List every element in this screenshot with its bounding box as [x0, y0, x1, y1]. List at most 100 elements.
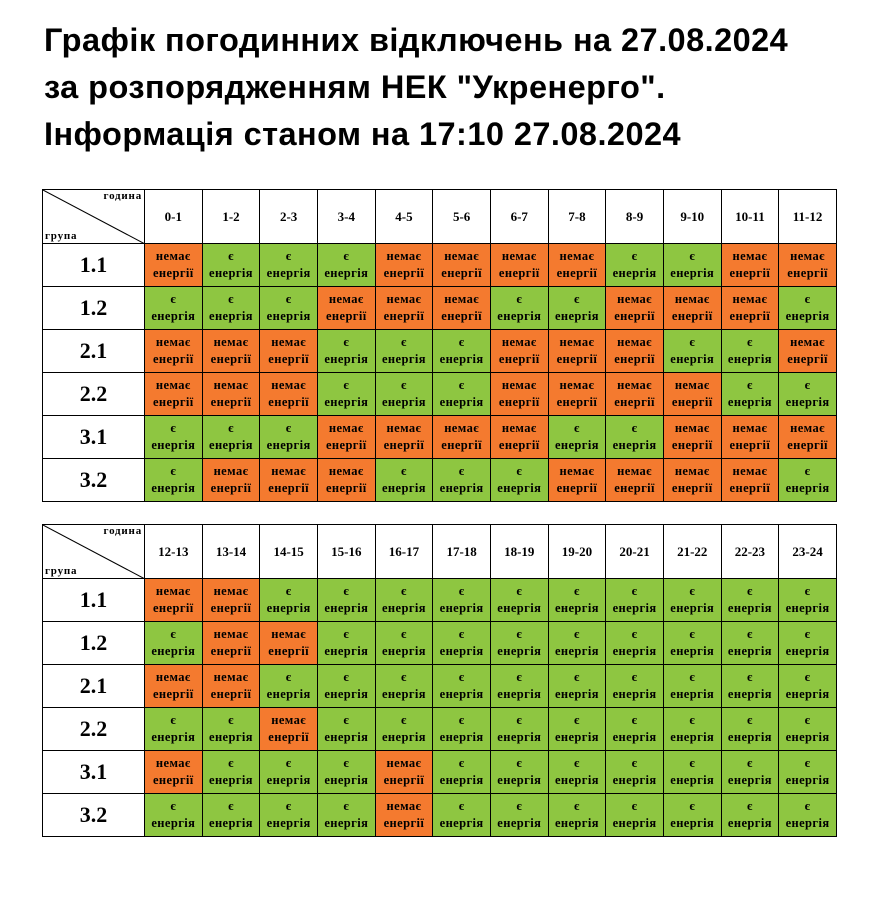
status-line-1: є [804, 378, 811, 392]
power-on-cell: є енергія [432, 458, 491, 502]
power-on-cell: є енергія [778, 458, 837, 502]
group-label: 3.2 [42, 458, 145, 502]
table-row: 2.1 немає енергії немає енергії є енергія є енер… [42, 664, 837, 708]
power-on-cell: є енергія [778, 750, 837, 794]
hour-column-header: 5-6 [432, 189, 491, 244]
status-line-1: немає [386, 799, 422, 813]
hour-column-header: 0-1 [144, 189, 203, 244]
status-line-1: є [746, 799, 753, 813]
status-line-2: енергія [209, 266, 253, 280]
status-line-2: енергії [671, 395, 713, 409]
status-line-1: є [228, 756, 234, 770]
status-line-1: немає [617, 378, 652, 392]
power-on-cell: є енергія [605, 793, 664, 837]
status-line-1: немає [790, 421, 825, 435]
power-off-cell: немає енергії [720, 415, 780, 459]
status-line-2: енергії [268, 481, 309, 495]
status-line-2: енергія [381, 730, 426, 744]
status-line-2: енергія [612, 816, 657, 830]
group-label: 1.1 [42, 578, 145, 622]
power-off-cell: немає енергії [605, 329, 664, 373]
status-line-1: немає [328, 421, 364, 435]
power-off-cell: немає енергії [547, 243, 607, 287]
status-line-2: енергії [152, 395, 194, 409]
status-line-1: є [516, 670, 523, 684]
power-off-cell: немає енергії [259, 621, 318, 665]
status-line-1: є [228, 799, 234, 813]
status-line-2: енергії [210, 481, 252, 495]
table-row: 2.2 немає енергії немає енергії немає енергії є… [42, 372, 837, 416]
status-line-2: енергії [210, 644, 252, 658]
power-off-cell: немає енергії [605, 458, 664, 502]
status-line-2: енергії [325, 309, 367, 323]
power-on-cell: є енергія [316, 329, 376, 373]
status-line-1: є [401, 464, 407, 478]
group-label: 2.1 [42, 664, 145, 708]
status-line-2: енергії [325, 481, 367, 495]
power-on-cell: є енергія [201, 707, 261, 751]
status-line-1: немає [674, 421, 710, 435]
power-on-cell: є енергія [605, 707, 664, 751]
status-line-2: енергії [729, 438, 771, 452]
power-on-cell: є енергія [489, 621, 549, 665]
status-line-2: енергія [727, 730, 772, 744]
power-on-cell: є енергія [489, 707, 549, 751]
status-line-2: енергія [785, 601, 830, 615]
status-line-1: є [458, 670, 465, 684]
status-line-1: немає [271, 627, 307, 641]
power-off-cell: немає енергії [144, 578, 203, 622]
status-line-2: енергії [614, 309, 655, 323]
power-off-cell: немає енергії [489, 415, 549, 459]
power-off-cell: немає енергії [547, 458, 607, 502]
power-on-cell: є енергія [778, 372, 837, 416]
status-line-2: енергія [497, 816, 542, 830]
hour-axis-label: година [103, 525, 142, 538]
status-line-2: енергія [151, 481, 196, 495]
status-line-1: є [516, 756, 523, 770]
status-line-1: немає [501, 378, 537, 392]
status-line-2: енергії [152, 601, 194, 615]
status-line-2: енергія [439, 352, 484, 366]
status-line-2: енергії [441, 309, 482, 323]
status-line-1: є [285, 670, 292, 684]
status-line-1: є [170, 713, 177, 727]
status-line-2: енергії [325, 438, 367, 452]
status-line-1: немає [328, 464, 364, 478]
status-line-1: немає [155, 584, 191, 598]
status-line-1: є [343, 378, 350, 392]
status-line-2: енергія [266, 687, 311, 701]
status-line-2: енергії [268, 644, 309, 658]
hour-axis-label: година [103, 190, 142, 203]
status-line-1: є [343, 627, 350, 641]
status-line-2: енергія [497, 601, 542, 615]
status-line-1: немає [444, 421, 480, 435]
status-line-2: енергія [785, 816, 830, 830]
power-on-cell: є енергія [662, 793, 722, 837]
status-line-1: є [631, 756, 638, 770]
power-on-cell: є енергія [605, 415, 664, 459]
status-line-1: немає [213, 670, 249, 684]
power-off-cell: немає енергії [374, 286, 434, 330]
status-line-1: є [228, 292, 234, 306]
power-on-cell: є енергія [662, 243, 722, 287]
status-line-2: енергія [612, 601, 657, 615]
power-off-cell: немає енергії [201, 664, 261, 708]
status-line-2: енергії [671, 438, 713, 452]
hour-column-header: 17-18 [432, 524, 491, 579]
status-line-1: немає [617, 464, 652, 478]
power-on-cell: є енергія [605, 621, 664, 665]
status-line-2: енергія [324, 773, 369, 787]
status-line-2: енергія [151, 309, 196, 323]
status-line-1: є [401, 713, 407, 727]
power-on-cell: є енергія [489, 664, 549, 708]
status-line-1: є [458, 464, 465, 478]
status-line-2: енергії [556, 352, 598, 366]
group-label: 3.2 [42, 793, 145, 837]
status-line-2: енергія [670, 266, 715, 280]
power-off-cell: немає енергії [144, 664, 203, 708]
power-off-cell: немає енергії [259, 329, 318, 373]
status-line-2: енергії [383, 773, 425, 787]
power-on-cell: є енергія [547, 621, 607, 665]
status-line-2: енергія [785, 730, 830, 744]
hour-column-header: 16-17 [374, 524, 434, 579]
